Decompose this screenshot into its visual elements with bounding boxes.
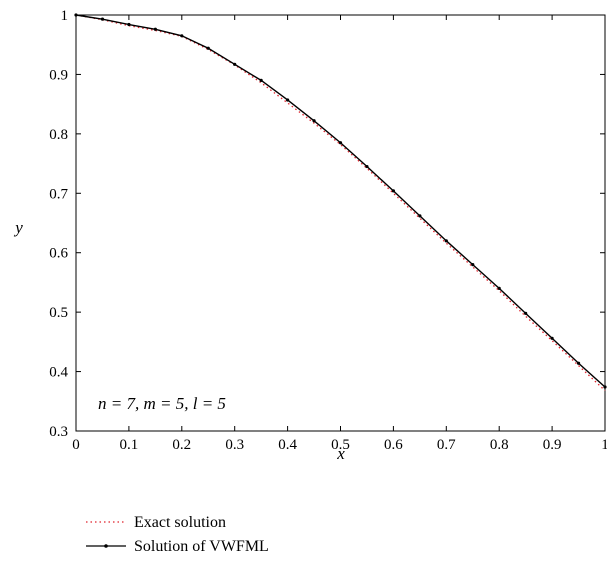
y-tick-label: 0.7 <box>49 186 68 202</box>
series-point <box>550 336 554 340</box>
legend: Exact solution Solution of VWFML <box>86 514 269 555</box>
x-tick-label: 0.9 <box>543 437 562 453</box>
plot-area <box>75 14 606 432</box>
x-tick-label: 0.8 <box>490 437 509 453</box>
plot-frame <box>75 14 606 432</box>
y-tick-label: 0.8 <box>49 127 68 143</box>
series-point <box>471 263 475 267</box>
x-tick-label: 0.1 <box>120 437 139 453</box>
series-point <box>497 286 501 290</box>
x-tick-label: 0.5 <box>331 437 350 453</box>
x-axis-label: x <box>336 444 345 463</box>
series-group <box>74 13 607 392</box>
series-point <box>338 141 343 145</box>
legend-marker-vwfml <box>104 544 108 548</box>
x-tick-label: 0.6 <box>384 437 403 453</box>
y-tick-label: 0.5 <box>49 305 68 321</box>
axes-group: 0 0.1 0.2 0.3 0.4 0.5 0.6 0.7 0.8 0.9 1 0.3 0.4 0.5 0.… <box>49 8 607 453</box>
series-point <box>391 189 395 193</box>
series-point <box>233 62 237 66</box>
series-point <box>206 46 210 50</box>
x-tick-label: 0.7 <box>437 437 456 453</box>
series-point <box>418 214 422 218</box>
x-tick-label: 0.2 <box>172 437 191 453</box>
series-point <box>444 239 448 243</box>
y-tick-label: 1 <box>61 8 69 24</box>
series-point <box>603 385 607 389</box>
y-tick-label: 0.6 <box>49 246 68 262</box>
legend-label-exact-solution: Exact solution <box>134 514 226 531</box>
series-line-1 <box>75 14 606 388</box>
series-point <box>127 22 131 27</box>
x-tick-label: 1 <box>601 437 607 453</box>
series-point <box>100 17 105 21</box>
series-point <box>312 119 316 123</box>
series-point <box>153 27 157 31</box>
x-tick-label: 0 <box>72 437 80 453</box>
y-axis-label: y <box>13 218 23 237</box>
legend-label-vwfml: Solution of VWFML <box>134 538 269 555</box>
y-tick-label: 0.4 <box>49 365 68 381</box>
y-tick-label: 0.9 <box>49 67 68 83</box>
x-tick-label: 0.3 <box>225 437 244 453</box>
parameter-annotation: n = 7, m = 5, l = 5 <box>98 394 226 413</box>
series-line-0 <box>75 14 606 392</box>
x-tick-label: 0.4 <box>278 437 297 453</box>
y-tick-label: 0.3 <box>49 424 68 440</box>
series-point <box>286 98 290 102</box>
series-point <box>365 164 369 169</box>
series-point <box>180 34 184 38</box>
series-point <box>524 311 528 315</box>
series-point <box>259 78 263 82</box>
series-point <box>576 361 581 365</box>
